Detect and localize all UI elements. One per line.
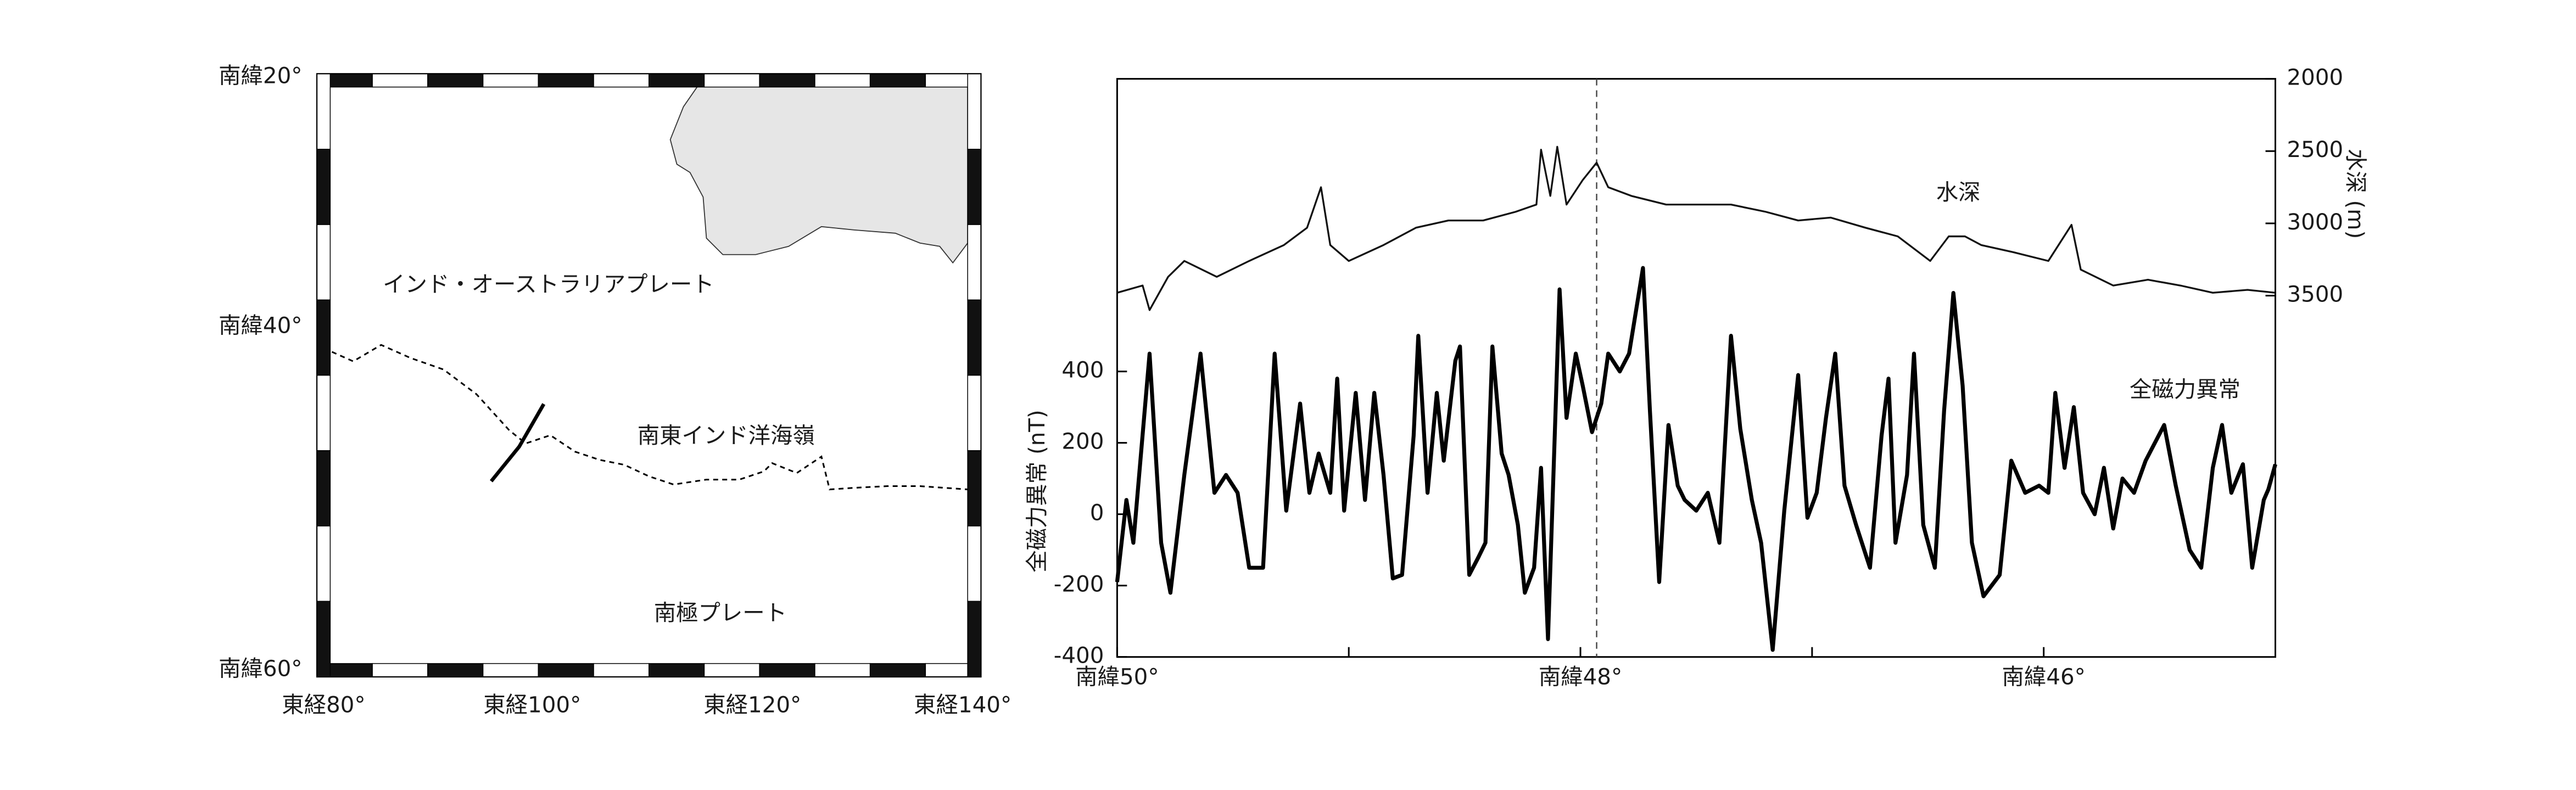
- map-border: [316, 450, 331, 526]
- lat-label: 南緯60°: [219, 656, 302, 682]
- map-border: [316, 374, 331, 451]
- series-label: 水深: [1936, 180, 1981, 205]
- map-border: [427, 73, 484, 88]
- y-tick-label: 0: [1090, 500, 1104, 526]
- x-tick-label: 南緯48°: [1539, 664, 1622, 690]
- map-border: [648, 73, 705, 88]
- map-border: [372, 73, 428, 88]
- lon-label: 東経120°: [703, 692, 801, 718]
- map-border: [593, 73, 650, 88]
- series-line: [1116, 145, 2276, 311]
- map-border: [967, 450, 981, 526]
- region-label: 南極プレート: [654, 600, 787, 626]
- y-tick-label: 400: [1061, 357, 1104, 383]
- y2-axis-label: 水深 (m): [2343, 149, 2368, 239]
- map-border: [967, 525, 981, 602]
- map-border: [967, 601, 981, 677]
- map-border: [427, 663, 484, 677]
- map-border: [759, 73, 815, 88]
- y-axis-label: 全磁力異常 (nT): [1024, 410, 1050, 572]
- x-tick-label: 南緯50°: [1075, 664, 1159, 690]
- x-tick-label: 南緯46°: [2002, 664, 2086, 690]
- map-border: [538, 73, 594, 88]
- map-border: [316, 149, 331, 225]
- map-border: [967, 149, 981, 225]
- plot-frame: [1116, 78, 2277, 658]
- map-border: [593, 663, 650, 677]
- lon-label: 東経100°: [483, 692, 581, 718]
- series-label: 全磁力異常: [2130, 377, 2240, 402]
- map-border: [372, 663, 428, 677]
- map-border: [648, 663, 705, 677]
- map-border: [814, 73, 871, 88]
- map-border: [967, 224, 981, 301]
- lon-label: 東経140°: [914, 692, 1012, 718]
- ridge-line: [323, 344, 968, 491]
- map-border: [967, 374, 981, 451]
- y-tick-label: 200: [1061, 429, 1104, 455]
- map-border: [703, 73, 760, 88]
- region-label: 南東インド洋海嶺: [638, 423, 815, 449]
- map-border: [316, 73, 331, 150]
- ship-track: [489, 403, 546, 483]
- map-border: [703, 663, 760, 677]
- lat-label: 南緯40°: [219, 312, 302, 338]
- y2-tick-label: 3500: [2287, 282, 2343, 307]
- map-border: [316, 525, 331, 602]
- map-border: [482, 73, 539, 88]
- lon-label: 東経80°: [282, 692, 365, 718]
- map-border: [759, 663, 815, 677]
- map-border: [316, 601, 331, 677]
- y-tick-label: -400: [1054, 643, 1104, 669]
- y2-tick-label: 2000: [2287, 65, 2343, 91]
- map-border: [538, 663, 594, 677]
- chart: -400 -200 0 200 400 2000 2500 3000 3500 南緯50° 南緯48…: [1024, 65, 2368, 690]
- map-border: [869, 663, 926, 677]
- map-border: [869, 73, 926, 88]
- map-border: [316, 299, 331, 376]
- map-border: [316, 224, 331, 301]
- map-border: [814, 663, 871, 677]
- series-line: [1115, 266, 2277, 652]
- y-tick-label: -200: [1054, 572, 1104, 597]
- map-border: [482, 663, 539, 677]
- map: インド・オーストラリアプレート 南東インド洋海嶺 南極プレート 南緯20° 南緯…: [219, 63, 1012, 718]
- y2-tick-label: 2500: [2287, 137, 2343, 163]
- y2-tick-label: 3000: [2287, 209, 2343, 235]
- map-border: [967, 299, 981, 376]
- map-border: [967, 73, 981, 150]
- lat-label: 南緯20°: [219, 63, 302, 89]
- region-label: インド・オーストラリアプレート: [383, 272, 714, 298]
